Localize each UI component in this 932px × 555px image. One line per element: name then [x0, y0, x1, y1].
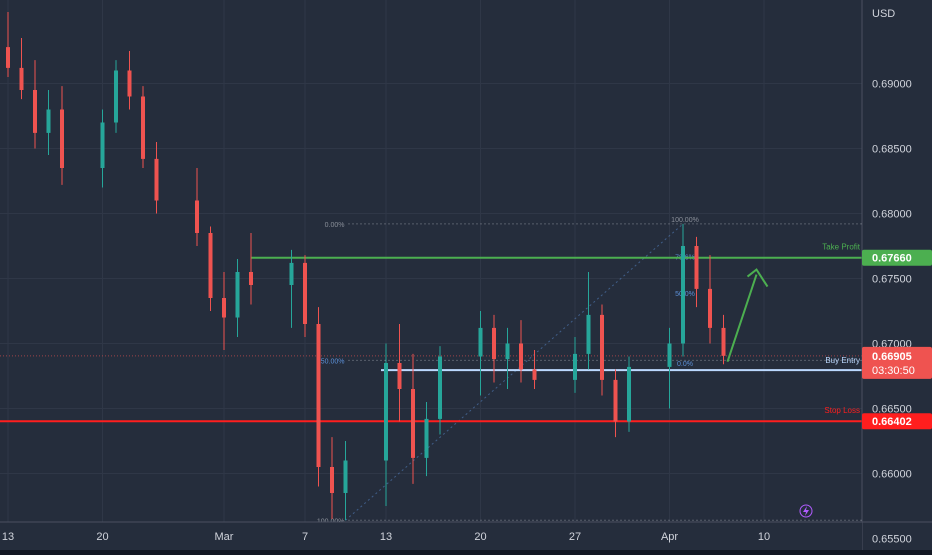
currency-label: USD [872, 8, 895, 20]
candle-down [694, 246, 699, 289]
candle-up [627, 366, 631, 422]
price-tick-label: 0.65500 [872, 534, 912, 546]
time-tick-label: Apr [661, 531, 678, 543]
take-profit-label: Take Profit [822, 243, 861, 252]
fib-level-label: 0.00% [325, 222, 345, 229]
candle-down [411, 389, 415, 458]
candle-up [289, 262, 294, 285]
lightning-icon-bolt [803, 506, 809, 516]
countdown-text: 03:30:50 [872, 365, 915, 377]
candle-up [424, 418, 429, 458]
current-price-text: 0.66905 [872, 351, 912, 363]
candle-up [46, 109, 51, 133]
time-tick-label: 13 [380, 531, 392, 543]
fib-level-label: 100.00% [671, 217, 699, 224]
fib-level-label: 50.00% [321, 358, 345, 365]
candle-up [573, 353, 577, 380]
candle-down [141, 96, 145, 159]
candle-up [384, 363, 388, 461]
candle-down [127, 70, 132, 97]
candle-up [235, 272, 240, 318]
candle-down [195, 200, 199, 233]
candle-down [303, 262, 307, 324]
current-price-badge [862, 346, 932, 379]
price-tick-label: 0.68500 [872, 144, 912, 156]
time-tick-label: 20 [96, 531, 108, 543]
time-tick-label: 20 [474, 531, 486, 543]
candle-down [708, 288, 712, 328]
candle-down [208, 233, 213, 298]
candle-down [154, 158, 159, 201]
candle-down [316, 324, 321, 467]
stop-loss-price-badge [862, 413, 932, 430]
candle-up [100, 122, 105, 168]
candle-down [249, 272, 253, 285]
candle-down [33, 90, 37, 133]
time-tick-label: 7 [302, 531, 308, 543]
candle-down [721, 327, 726, 356]
price-tick-label: 0.67500 [872, 274, 912, 286]
stop-loss-label: Stop Loss [824, 406, 860, 415]
candle-up [681, 246, 685, 344]
candle-down [519, 343, 523, 370]
time-tick-label: 27 [569, 531, 581, 543]
candle-down [397, 363, 402, 389]
candle-down [600, 314, 604, 380]
time-axis-panel [0, 522, 862, 550]
candle-up [478, 327, 483, 357]
fib-level-label: 0.0% [677, 361, 693, 368]
price-tick-label: 0.66000 [872, 469, 912, 481]
candle-down [222, 298, 226, 318]
price-axis-panel [862, 0, 932, 550]
candle-down [330, 467, 334, 493]
time-tick-label: 13 [2, 531, 14, 543]
candle-up [438, 356, 442, 419]
candle-down [60, 109, 64, 168]
candle-down [19, 67, 24, 90]
stop-loss-price-badge-text: 0.66402 [872, 416, 912, 428]
projection-arrow-head [746, 268, 769, 288]
price-tick-label: 0.69000 [872, 79, 912, 91]
price-tick-label: 0.66500 [872, 404, 912, 416]
time-tick-label: 10 [758, 531, 770, 543]
take-profit-price-badge-text: 0.67660 [872, 253, 912, 265]
price-tick-label: 0.68000 [872, 209, 912, 221]
take-profit-price-badge [862, 249, 932, 266]
candle-up [586, 314, 591, 354]
candle-up [505, 343, 510, 360]
candle-up [343, 460, 348, 493]
candle-down [6, 47, 10, 68]
candle-up [114, 70, 118, 123]
candle-down [532, 369, 537, 380]
time-tick-label: Mar [215, 531, 234, 543]
projection-arrow-line [726, 274, 758, 363]
buy-entry-label: Buy Entry [825, 356, 860, 365]
candle-up [667, 343, 672, 367]
candle-down [492, 327, 496, 360]
candle-down [613, 379, 618, 422]
lightning-icon [799, 504, 813, 518]
